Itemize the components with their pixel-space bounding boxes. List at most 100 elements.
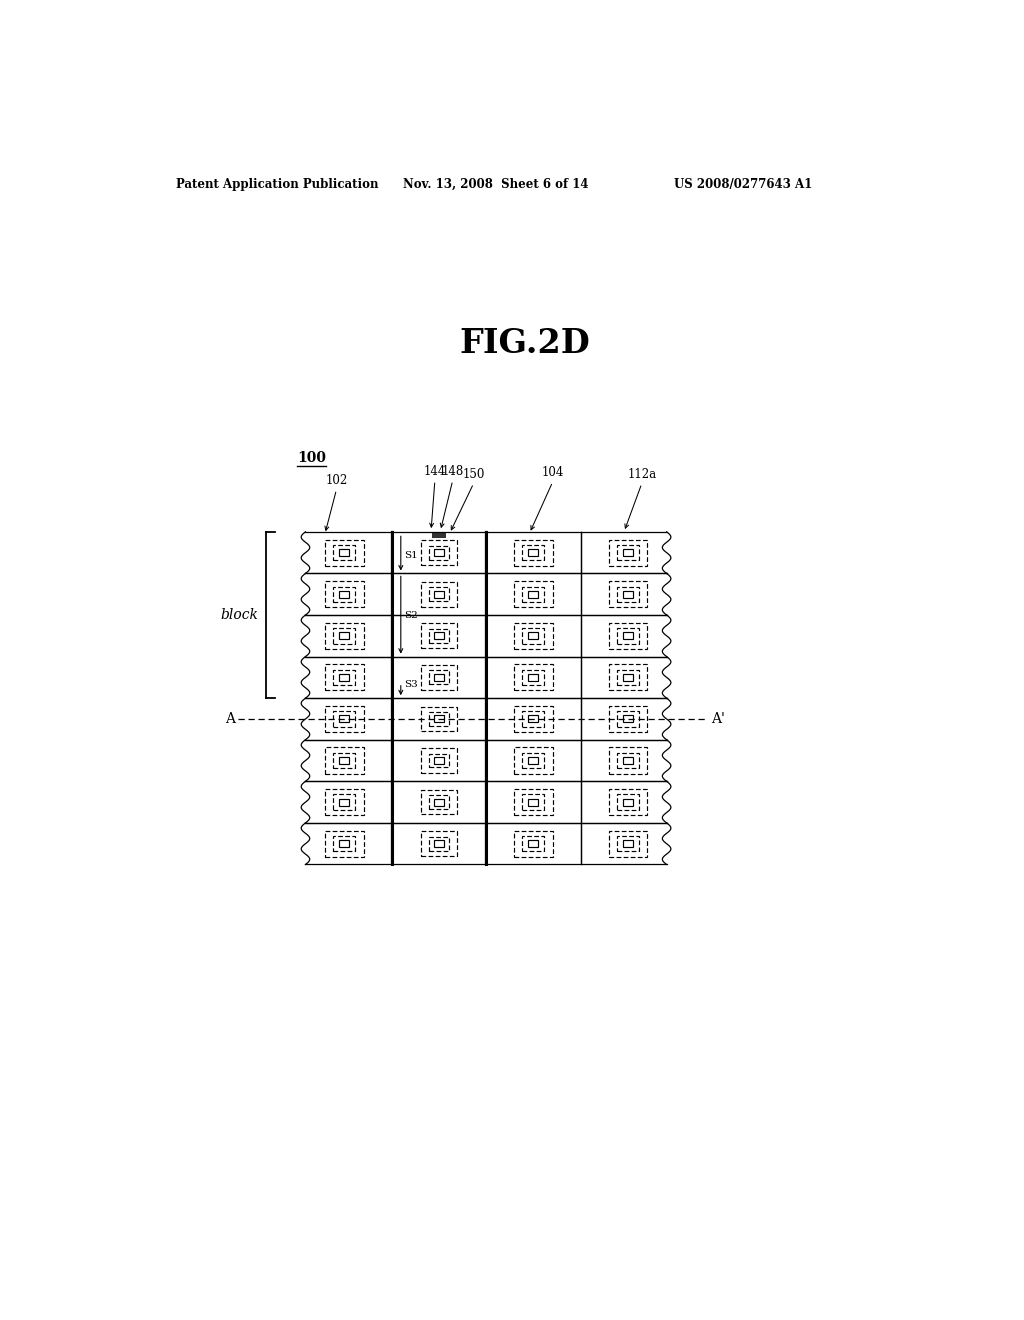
Text: Nov. 13, 2008  Sheet 6 of 14: Nov. 13, 2008 Sheet 6 of 14 [403,178,589,190]
Bar [421,540,457,565]
Bar [434,758,443,764]
Bar [528,591,539,598]
Bar [334,669,355,685]
Bar [421,832,457,857]
Text: 144: 144 [424,465,446,478]
Bar [608,581,647,607]
Bar [429,671,449,684]
Bar [608,706,647,733]
Text: FIG.2D: FIG.2D [460,327,590,360]
Bar [522,669,544,685]
Bar [429,754,449,767]
Bar [528,715,539,722]
Bar [623,632,633,639]
Bar [334,628,355,644]
Bar [528,632,539,639]
Bar [623,715,633,722]
Text: 112a: 112a [628,469,656,480]
Bar [514,747,553,774]
Bar [429,628,449,643]
Bar [623,591,633,598]
Bar [522,752,544,768]
Bar [617,669,639,685]
Text: Patent Application Publication: Patent Application Publication [176,178,379,190]
Bar [334,586,355,602]
Text: S2: S2 [403,611,418,619]
Text: 104: 104 [542,466,564,479]
Bar [522,545,544,561]
Text: US 2008/0277643 A1: US 2008/0277643 A1 [675,178,813,190]
Bar [325,789,364,816]
Text: S1: S1 [403,552,418,560]
Bar [522,711,544,726]
Bar [514,789,553,816]
Bar [325,623,364,649]
Bar [623,841,633,847]
Bar [339,715,349,722]
Text: 100: 100 [297,451,326,465]
Bar [429,795,449,809]
Bar [434,715,443,722]
Bar [421,582,457,607]
Bar [608,623,647,649]
Bar [421,706,457,731]
Bar [623,675,633,681]
Bar [325,540,364,566]
Bar [325,830,364,857]
Bar [432,532,445,539]
Bar [514,540,553,566]
Bar [339,591,349,598]
Bar [325,706,364,733]
Bar [528,758,539,764]
Bar [421,789,457,814]
Bar [339,758,349,764]
Bar [434,632,443,639]
Bar [339,675,349,681]
Bar [339,632,349,639]
Text: 148: 148 [441,465,464,478]
Bar [514,581,553,607]
Bar [334,836,355,851]
Bar [608,664,647,690]
Bar [325,581,364,607]
Bar [325,664,364,690]
Bar [339,549,349,556]
Bar [434,591,443,598]
Text: block: block [220,609,258,622]
Bar [421,748,457,774]
Bar [608,830,647,857]
Bar [429,711,449,726]
Bar [528,675,539,681]
Bar [334,795,355,810]
Bar [325,747,364,774]
Text: S3: S3 [403,680,418,689]
Bar [429,545,449,560]
Bar [617,586,639,602]
Bar [608,540,647,566]
Text: A': A' [711,711,725,726]
Bar [434,841,443,847]
Bar [421,623,457,648]
Bar [608,789,647,816]
Bar [528,549,539,556]
Bar [617,795,639,810]
Bar [429,837,449,850]
Bar [514,623,553,649]
Bar [623,799,633,805]
Bar [617,628,639,644]
Bar [608,747,647,774]
Bar [528,841,539,847]
Bar [617,545,639,561]
Bar [522,795,544,810]
Bar [617,836,639,851]
Bar [421,665,457,690]
Bar [334,545,355,561]
Bar [434,799,443,805]
Bar [514,706,553,733]
Bar [339,841,349,847]
Bar [429,587,449,601]
Bar [617,752,639,768]
Bar [434,675,443,681]
Bar [522,628,544,644]
Bar [528,799,539,805]
